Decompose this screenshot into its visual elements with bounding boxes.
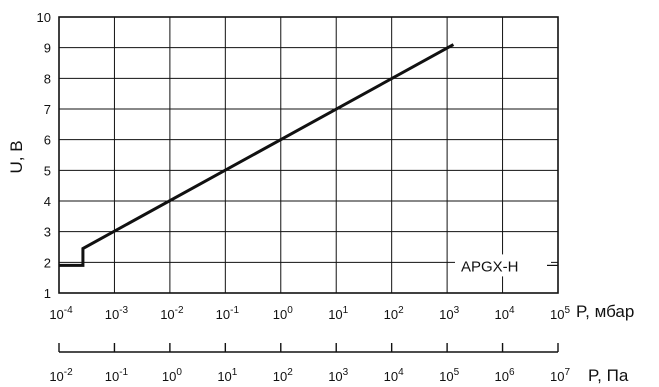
secondary-x-tick-label: 105: [439, 367, 459, 384]
x-tick-label-exponent: 4: [509, 305, 515, 316]
plot-frame: [58, 16, 559, 294]
y-tick-label: 7: [44, 102, 51, 117]
x-tick-label-base: 10: [105, 307, 119, 322]
grid: [59, 17, 558, 293]
series-line-apgx-h: [59, 43, 455, 267]
y-tick-label: 10: [37, 10, 51, 25]
secondary-x-tick-label-exponent: -2: [64, 367, 73, 378]
x-tick-label-base: 10: [49, 307, 63, 322]
secondary-x-tick-label: 10-2: [49, 367, 73, 384]
secondary-x-tick-label-exponent: -1: [119, 367, 128, 378]
secondary-x-tick-label-base: 10: [550, 369, 564, 384]
y-tick-label: 9: [44, 41, 51, 56]
x-tick-label: 100: [273, 305, 293, 322]
secondary-x-tick-label: 10-1: [105, 367, 129, 384]
x-tick-label-base: 10: [384, 307, 398, 322]
secondary-x-tick-label-base: 10: [439, 369, 453, 384]
x-tick-label-base: 10: [328, 307, 342, 322]
secondary-x-tick-label: 101: [217, 367, 237, 384]
secondary-x-tick-label-exponent: 2: [287, 367, 293, 378]
x-tick-label-exponent: 1: [343, 305, 349, 316]
legend-background: [455, 254, 551, 277]
y-tick-label: 2: [44, 255, 51, 270]
y-tick-label: 6: [44, 133, 51, 148]
secondary-x-tick-label: 107: [550, 367, 570, 384]
secondary-x-tick-label-exponent: 7: [564, 367, 570, 378]
secondary-x-axis-label: P, Па: [588, 366, 629, 385]
x-tick-label-exponent: -2: [175, 305, 184, 316]
x-tick-label-exponent: -1: [230, 305, 239, 316]
secondary-x-tick-label-exponent: 3: [343, 367, 349, 378]
x-tick-label: 10-4: [49, 305, 73, 322]
y-tick-label: 1: [44, 286, 51, 301]
secondary-x-tick-label-base: 10: [273, 369, 287, 384]
secondary-x-tick-label-base: 10: [162, 369, 176, 384]
secondary-x-tick-label-exponent: 4: [398, 367, 404, 378]
legend: APGX-H: [455, 254, 558, 277]
secondary-x-tick-labels: 10-2 10-1 100 101 102 103 104 105 106 107: [49, 367, 570, 384]
secondary-x-tick-label-exponent: 5: [454, 367, 460, 378]
x-tick-label-base: 10: [439, 307, 453, 322]
y-tick-labels: 1 2 3 4 5 6 7 8 9 10: [37, 10, 51, 301]
secondary-x-tick-label-base: 10: [328, 369, 342, 384]
y-axis-label: U, В: [7, 140, 26, 173]
secondary-x-tick-label-base: 10: [384, 369, 398, 384]
secondary-x-tick-label: 104: [384, 367, 404, 384]
secondary-x-tick-label-base: 10: [105, 369, 119, 384]
x-tick-label: 10-2: [160, 305, 184, 322]
x-tick-label: 102: [384, 305, 404, 322]
legend-label-apgx-h: APGX-H: [461, 258, 519, 275]
secondary-x-tick-label: 106: [495, 367, 515, 384]
y-tick-label: 4: [44, 194, 51, 209]
x-tick-label-exponent: 5: [564, 305, 570, 316]
x-tick-label-base: 10: [550, 307, 564, 322]
y-tick-label: 8: [44, 71, 51, 86]
x-tick-label: 105: [550, 305, 570, 322]
x-tick-label: 101: [328, 305, 348, 322]
x-tick-label-base: 10: [495, 307, 509, 322]
x-tick-label: 104: [495, 305, 515, 322]
secondary-x-tick-label-base: 10: [495, 369, 509, 384]
x-tick-label: 10-1: [216, 305, 240, 322]
x-tick-label: 103: [439, 305, 459, 322]
series-layer: [59, 43, 455, 267]
y-tick-label: 5: [44, 163, 51, 178]
x-tick-label-exponent: -4: [64, 305, 73, 316]
x-axis-label: P, мбар: [576, 302, 634, 321]
y-tick-label: 3: [44, 225, 51, 240]
secondary-x-tick-label-exponent: 1: [232, 367, 238, 378]
x-tick-label-exponent: 3: [454, 305, 460, 316]
secondary-x-tick-label: 102: [273, 367, 293, 384]
secondary-x-tick-label-exponent: 6: [509, 367, 515, 378]
secondary-x-tick-label: 103: [328, 367, 348, 384]
x-tick-label-base: 10: [273, 307, 287, 322]
x-tick-labels: 10-4 10-3 10-2 10-1 100 101 102 103 104 105: [49, 305, 570, 322]
x-tick-label-exponent: 0: [287, 305, 293, 316]
x-tick-label-exponent: -3: [119, 305, 128, 316]
secondary-x-tick-label-base: 10: [217, 369, 231, 384]
secondary-x-tick-label-base: 10: [49, 369, 63, 384]
secondary-x-tick-label-exponent: 0: [176, 367, 182, 378]
x-tick-label: 10-3: [105, 305, 129, 322]
x-tick-label-base: 10: [160, 307, 174, 322]
x-tick-label-exponent: 2: [398, 305, 404, 316]
x-tick-label-base: 10: [216, 307, 230, 322]
secondary-x-tick-label: 100: [162, 367, 182, 384]
secondary-x-axis: [58, 343, 559, 353]
